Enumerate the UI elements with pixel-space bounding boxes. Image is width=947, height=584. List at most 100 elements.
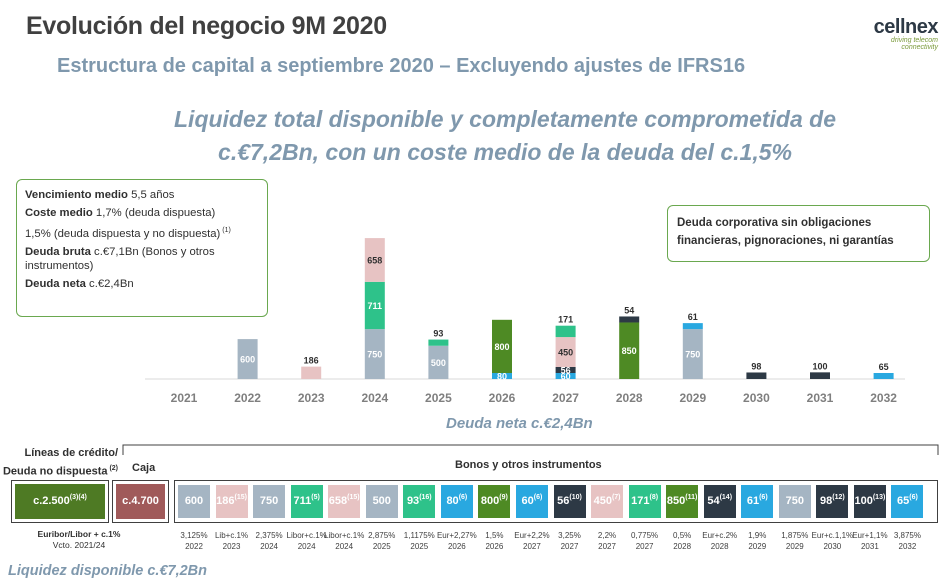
- bar-segment: [746, 372, 767, 379]
- bond-tile: 100(13): [853, 485, 886, 518]
- bar-data-label: 750: [367, 350, 382, 360]
- bar-data-label: 711: [368, 301, 383, 311]
- cash-frame: c.4.700: [112, 480, 169, 523]
- bond-terms: 2,2% 2027: [597, 531, 617, 551]
- bond-terms: 3,875% 2032: [893, 531, 921, 551]
- bond-tile: 450(7): [591, 485, 624, 518]
- bond-tile: 171(8): [628, 485, 661, 518]
- kpi-row: 1,5% (deuda dispuesta y no dispuesta) (1…: [25, 227, 231, 240]
- kpi-row: Deuda bruta c.€7,1Bn (Bonos y otros inst…: [25, 245, 215, 272]
- bond-terms: 0,775% 2027: [631, 531, 659, 551]
- bar-data-label: 65: [879, 362, 889, 372]
- credit-lines-terms: Euribor/Libor + c.1% Vcto. 2021/24: [37, 529, 121, 550]
- bond-tile: 750: [253, 485, 286, 518]
- bar-segment: [619, 316, 640, 323]
- bond-tile: 500: [365, 485, 398, 518]
- net-debt-label: Deuda neta c.€2,4Bn: [446, 415, 593, 432]
- x-tick-label: 2025: [425, 391, 452, 405]
- bond-tile: 65(6): [891, 485, 924, 518]
- bond-terms: Eur+1,1% 2031: [852, 531, 888, 551]
- x-tick-label: 2023: [298, 391, 325, 405]
- bond-tile: 800(9): [478, 485, 511, 518]
- headline: Liquidez total disponible y completament…: [100, 103, 910, 169]
- bar-data-label: 800: [494, 342, 509, 352]
- bond-tile: 600: [178, 485, 210, 518]
- bond-terms: 2,375% 2024: [255, 531, 283, 551]
- bond-terms: Lib+c.1% 2023: [214, 531, 249, 551]
- bar-segment: [555, 337, 576, 367]
- bar-data-label: 93: [433, 329, 443, 339]
- bond-tile: 98(12): [816, 485, 849, 518]
- headline-line-2: c.€7,2Bn, con un coste medio de la deuda…: [218, 139, 792, 165]
- bar-data-label: 658: [367, 255, 382, 265]
- bar-data-label: 500: [431, 358, 446, 368]
- bar-data-label: 100: [812, 361, 827, 371]
- bond-terms: 1,5% 2026: [485, 531, 504, 551]
- bar-data-label: 60: [561, 372, 571, 382]
- credit-lines-tile: c.2.500(3)(4): [15, 484, 105, 519]
- bond-terms: 1,9% 2029: [748, 531, 767, 551]
- bond-terms: 2,875% 2025: [368, 531, 396, 551]
- headline-line-1: Liquidez total disponible y completament…: [174, 106, 836, 132]
- cellnex-logo: cellnex driving telecom connectivity: [858, 16, 939, 51]
- bar-segment: [619, 322, 640, 379]
- x-tick-label: 2024: [361, 391, 388, 405]
- bar-segment: [364, 329, 385, 379]
- bar-data-label: 186: [304, 356, 319, 366]
- bonds-frame: [174, 480, 938, 523]
- bond-tile: 93(16): [403, 485, 436, 518]
- bond-terms: Eur+c.1,1% 2030: [811, 531, 854, 551]
- bond-tile: 850(11): [666, 485, 699, 518]
- kpi-row: Deuda neta c.€2,4Bn: [25, 277, 134, 290]
- logo-tagline: driving telecom connectivity: [890, 37, 938, 51]
- bond-tile: 186(15): [215, 485, 248, 518]
- bond-tile: 61(6): [741, 485, 774, 518]
- bar-segment: [428, 339, 449, 346]
- bond-terms: Libor+c.1% 2024: [324, 531, 365, 551]
- bond-terms: Eur+2,2% 2027: [514, 531, 550, 551]
- bond-terms: 1,1175% 2025: [403, 531, 435, 551]
- bar-segment: [555, 367, 576, 373]
- bar-data-label: 171: [558, 315, 573, 325]
- bond-tile: 56(10): [553, 485, 586, 518]
- bond-terms: Eur+c.2% 2028: [702, 531, 738, 551]
- bar-data-label: 61: [688, 312, 698, 322]
- maturity-chart: 2021 2022 600 2023 186 2024 750 711 658 2025 500 93…: [145, 238, 905, 405]
- bond-terms: Eur+2,27% 2026: [436, 531, 477, 551]
- bond-tile: 60(6): [515, 485, 548, 518]
- bar-segment: [492, 319, 512, 373]
- bar-data-label: 98: [751, 361, 761, 371]
- bar-data-label: 450: [558, 348, 573, 358]
- bond-terms: 0,5% 2028: [673, 531, 692, 551]
- bonds-bracket: [122, 444, 939, 455]
- bond-terms: 3,125% 2022: [180, 531, 208, 551]
- kpi-row: Coste medio 1,7% (deuda dispuesta): [25, 207, 216, 219]
- cash-tile: c.4.700: [116, 484, 165, 519]
- bond-terms: 1,875% 2029: [781, 531, 809, 551]
- bar-data-label: 600: [240, 355, 255, 365]
- x-tick-label: 2022: [234, 391, 261, 405]
- bar-data-label: 750: [685, 350, 700, 360]
- x-tick-label: 2030: [743, 391, 770, 405]
- bar-data-label: 80: [497, 372, 507, 382]
- bond-terms: Libor+c.1% 2024: [286, 531, 327, 551]
- x-tick-label: 2028: [616, 391, 643, 405]
- corporate-debt-callout: Deuda corporativa sin obligaciones finan…: [667, 205, 930, 262]
- bond-tile: 711(5): [290, 485, 323, 518]
- bar-segment: [682, 329, 703, 379]
- bar-segment: [492, 373, 512, 379]
- bond-tile: 658(15): [328, 485, 361, 518]
- bond-terms: 3,25% 2027: [558, 531, 581, 551]
- bar-data-label: 56: [561, 366, 571, 376]
- bond-tile: 54(14): [703, 485, 736, 518]
- bar-data-label: 54: [624, 305, 634, 315]
- bar-segment: [555, 373, 576, 379]
- bar-data-label: 850: [622, 346, 637, 356]
- bar-segment: [873, 373, 894, 379]
- bar-segment: [301, 366, 322, 379]
- liquidity-footer: Liquidez disponible c.€7,2Bn: [8, 563, 207, 579]
- cash-label: Caja: [132, 462, 156, 474]
- bonds-label: Bonos y otros instrumentos: [455, 459, 602, 471]
- x-tick-label: 2029: [679, 391, 706, 405]
- page-subtitle: Estructura de capital a septiembre 2020 …: [57, 55, 746, 77]
